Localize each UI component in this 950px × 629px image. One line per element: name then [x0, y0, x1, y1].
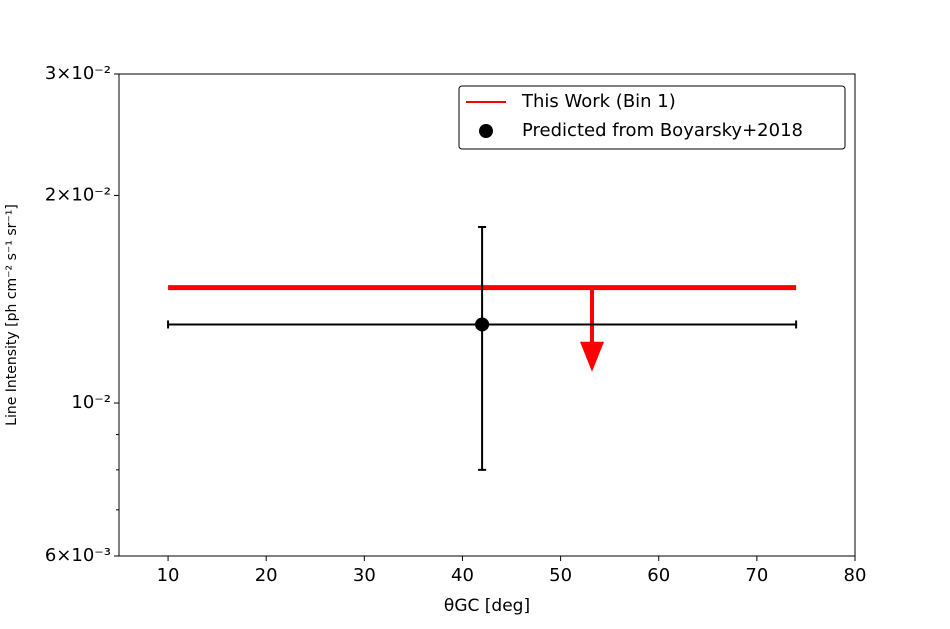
x-axis-label: θGC [deg]: [444, 596, 530, 616]
legend-box: [458, 85, 846, 150]
x-tick-label: 20: [255, 565, 278, 586]
y-axis-label: Line Intensity [ph cm⁻² s⁻¹ sr⁻¹]: [4, 204, 20, 426]
legend-label: This Work (Bin 1): [521, 91, 676, 112]
legend-marker: [479, 124, 493, 138]
x-tick-label: 10: [157, 565, 180, 586]
y-tick-label: 2×10⁻²: [45, 184, 111, 205]
limit-arrow-head: [580, 341, 605, 372]
y-tick-label: 6×10⁻³: [45, 545, 111, 566]
legend-label: Predicted from Boyarsky+2018: [522, 120, 803, 141]
plot-frame: [118, 73, 856, 557]
x-tick-label: 70: [745, 565, 768, 586]
x-tick-label: 80: [844, 565, 867, 586]
x-tick-label: 60: [647, 565, 670, 586]
y-tick-label: 10⁻²: [71, 392, 111, 413]
x-tick-label: 50: [549, 565, 572, 586]
x-tick-label: 30: [353, 565, 376, 586]
data-point: [475, 317, 490, 332]
x-tick-label: 40: [451, 565, 474, 586]
y-tick-label: 3×10⁻²: [45, 63, 111, 84]
